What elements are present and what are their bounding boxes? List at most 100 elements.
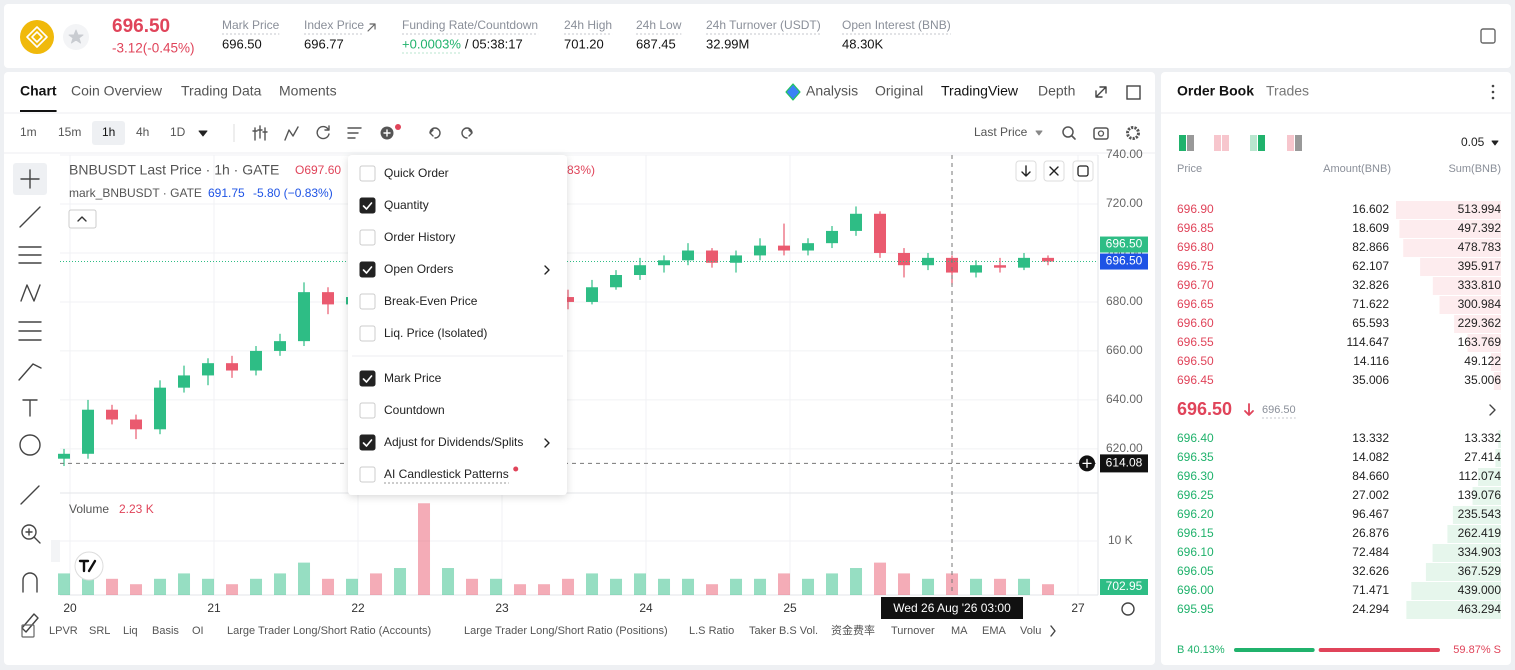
chart-tab[interactable]: Moments (279, 83, 337, 99)
view-tab[interactable]: Original (875, 83, 923, 99)
menu-item[interactable]: Countdown (384, 403, 445, 417)
search-icon[interactable] (1062, 126, 1074, 138)
x-tick-label: 23 (495, 601, 509, 615)
interval-button[interactable]: 1D (170, 125, 186, 139)
order-price[interactable]: 696.40 (1177, 431, 1214, 445)
drawing-tool[interactable] (18, 363, 42, 381)
indicator-tab[interactable]: EMA (982, 625, 1007, 637)
order-price[interactable]: 696.25 (1177, 488, 1214, 502)
indicator-tab[interactable]: Volu (1020, 625, 1041, 637)
menu-checkbox[interactable] (359, 434, 376, 451)
time-axis-settings[interactable] (1121, 602, 1135, 616)
order-price[interactable]: 696.20 (1177, 507, 1214, 521)
chart-tab[interactable]: Coin Overview (71, 83, 163, 99)
indicator-tab[interactable]: Liq (123, 625, 138, 637)
order-amount: 114.647 (1347, 335, 1390, 349)
menu-checkbox[interactable] (359, 370, 376, 387)
camera-icon[interactable] (1093, 127, 1109, 140)
settings-icon[interactable] (1126, 126, 1140, 140)
layout-toggle[interactable] (1287, 135, 1294, 151)
order-price[interactable]: 696.85 (1177, 221, 1214, 235)
menu-checkbox[interactable] (359, 229, 376, 246)
menu-checkbox[interactable] (359, 165, 376, 182)
order-price[interactable]: 696.45 (1177, 373, 1214, 387)
menu-item[interactable]: Break-Even Price (384, 294, 478, 308)
price-source[interactable]: Last Price (974, 125, 1028, 139)
drawing-tool[interactable] (18, 246, 42, 264)
menu-item[interactable]: Quantity (384, 198, 429, 212)
indicator-tab[interactable]: Turnover (891, 625, 935, 637)
indicator-tab[interactable]: L.S Ratio (689, 625, 734, 637)
indicator-tab[interactable]: MA (951, 625, 968, 637)
order-price[interactable]: 696.30 (1177, 469, 1214, 483)
layout-toggle[interactable] (1214, 135, 1221, 151)
drawing-tool[interactable] (20, 169, 40, 189)
order-price[interactable]: 696.55 (1177, 335, 1214, 349)
collapse-legend-button[interactable] (68, 209, 97, 229)
precision-select[interactable]: 0.05 (1461, 135, 1485, 149)
indicator-tab[interactable]: Large Trader Long/Short Ratio (Accounts) (227, 625, 431, 637)
order-price[interactable]: 696.35 (1177, 450, 1214, 464)
menu-checkbox[interactable] (359, 293, 376, 310)
drawing-tool[interactable] (21, 613, 39, 633)
menu-item[interactable]: AI Candlestick Patterns (384, 467, 509, 481)
menu-item[interactable]: Open Orders (384, 262, 453, 276)
menu-checkbox[interactable] (359, 197, 376, 214)
order-price[interactable]: 696.80 (1177, 240, 1214, 254)
drawing-tool[interactable] (22, 572, 38, 593)
drawing-tool[interactable] (19, 434, 41, 456)
menu-checkbox[interactable] (359, 261, 376, 278)
orderbook-tab[interactable]: Trades (1266, 83, 1309, 99)
indicator-tab[interactable]: Large Trader Long/Short Ratio (Positions… (464, 625, 668, 637)
interval-button[interactable]: 4h (136, 125, 149, 139)
chart-tab[interactable]: Trading Data (181, 83, 262, 99)
indicator-tab[interactable]: Basis (152, 625, 179, 637)
order-price[interactable]: 696.90 (1177, 202, 1214, 216)
view-tab[interactable]: Analysis (806, 83, 858, 99)
side-toggle[interactable] (51, 540, 60, 562)
order-price[interactable]: 695.95 (1177, 602, 1214, 616)
menu-item[interactable]: Liq. Price (Isolated) (384, 326, 487, 340)
view-tab[interactable]: Depth (1038, 83, 1075, 99)
drawing-tool[interactable] (20, 485, 40, 505)
indicator-tab[interactable]: 资金费率 (831, 623, 875, 637)
window-button[interactable] (1126, 85, 1141, 100)
order-price[interactable]: 696.60 (1177, 316, 1214, 330)
order-price[interactable]: 696.75 (1177, 259, 1214, 273)
interval-button[interactable]: 15m (58, 125, 81, 139)
indicator-tab[interactable]: LPVR (49, 625, 78, 637)
menu-checkbox[interactable] (359, 466, 376, 483)
icon (1077, 165, 1089, 177)
layout-toggle[interactable] (1250, 135, 1257, 151)
chart-tab[interactable]: Chart (20, 83, 57, 99)
drawing-tool[interactable] (19, 206, 41, 228)
order-price[interactable]: 696.00 (1177, 583, 1214, 597)
menu-item[interactable]: Mark Price (384, 371, 442, 385)
interval-button[interactable]: 1m (20, 125, 37, 139)
drawing-tool[interactable] (20, 284, 41, 302)
indicator-tab[interactable]: Taker B.S Vol. (749, 625, 818, 637)
interval-button[interactable]: 1h (102, 125, 115, 139)
order-price[interactable]: 696.15 (1177, 526, 1214, 540)
order-price[interactable]: 696.65 (1177, 297, 1214, 311)
order-price[interactable]: 696.05 (1177, 564, 1214, 578)
order-price[interactable]: 696.50 (1177, 354, 1214, 368)
order-price[interactable]: 696.10 (1177, 545, 1214, 559)
order-price[interactable]: 696.70 (1177, 278, 1214, 292)
chart-action-button[interactable] (1072, 160, 1094, 182)
layout-toggle[interactable] (1179, 135, 1186, 151)
menu-item[interactable]: Adjust for Dividends/Splits (384, 435, 523, 449)
drawing-tool[interactable] (22, 399, 38, 417)
drawing-tool[interactable] (18, 321, 42, 341)
menu-item[interactable]: Quick Order (384, 166, 449, 180)
drawing-tool[interactable] (21, 524, 37, 540)
indicator-tab[interactable]: OI (192, 625, 204, 637)
menu-checkbox[interactable] (359, 402, 376, 419)
indicator-tab[interactable]: SRL (89, 625, 110, 637)
volume-bar (178, 573, 191, 595)
view-tab[interactable]: TradingView (941, 83, 1019, 99)
volume-bar (490, 578, 503, 595)
menu-checkbox[interactable] (359, 325, 376, 342)
orderbook-tab[interactable]: Order Book (1177, 83, 1254, 99)
menu-item[interactable]: Order History (384, 230, 455, 244)
